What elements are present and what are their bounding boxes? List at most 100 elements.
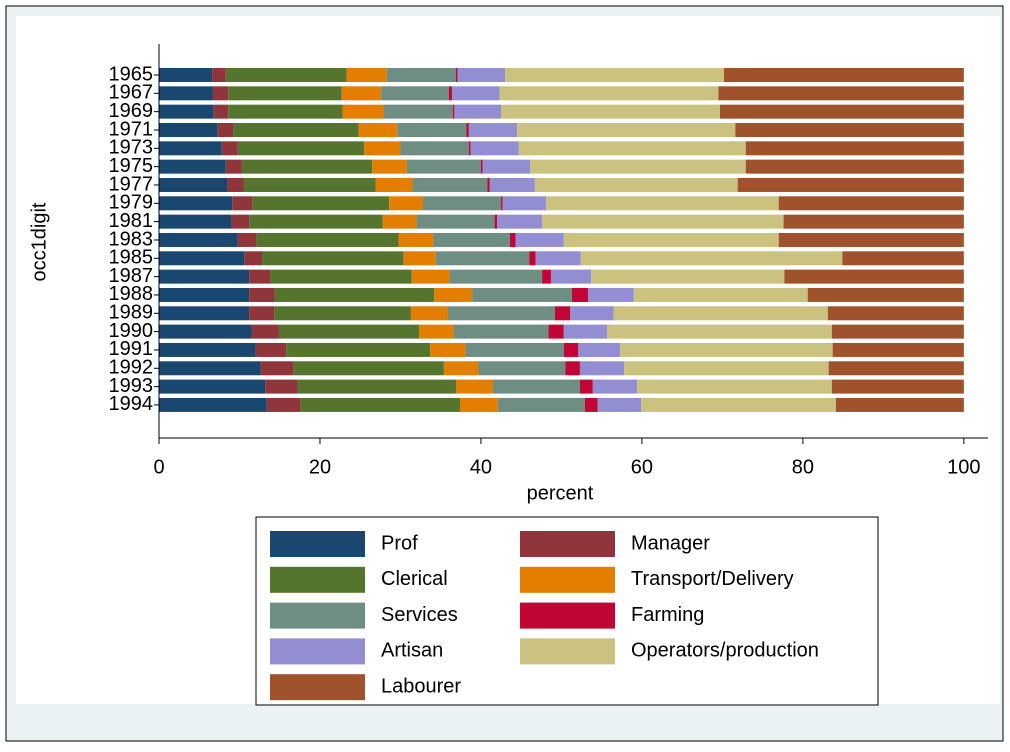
bar-segment bbox=[501, 196, 503, 211]
y-tick-label: 1979 bbox=[109, 192, 154, 214]
x-tick-label: 0 bbox=[153, 456, 164, 478]
bar-segment bbox=[831, 379, 964, 394]
bar-segment bbox=[293, 361, 444, 376]
bar-segment bbox=[529, 251, 536, 266]
legend-swatch bbox=[270, 638, 365, 665]
bar-segment bbox=[517, 122, 736, 137]
x-axis-label: percent bbox=[527, 482, 594, 504]
legend-label: Farming bbox=[631, 604, 704, 626]
bar-segment bbox=[468, 141, 471, 156]
y-tick-label: 1967 bbox=[109, 82, 154, 104]
bar-segment bbox=[565, 361, 580, 376]
bar-segment bbox=[735, 122, 964, 137]
bar-segment bbox=[784, 269, 964, 284]
bar-segment bbox=[228, 86, 342, 101]
bar-segment bbox=[460, 397, 498, 412]
bar-segment bbox=[228, 104, 343, 119]
bar-segment bbox=[232, 196, 253, 211]
bar-segment bbox=[159, 141, 222, 156]
bar-segment bbox=[624, 361, 829, 376]
legend-swatch bbox=[270, 674, 365, 701]
bar-segment bbox=[406, 159, 481, 174]
bar-segment bbox=[434, 287, 473, 302]
y-tick-label: 1991 bbox=[109, 338, 154, 360]
bar-segment bbox=[620, 342, 833, 357]
legend-swatch bbox=[520, 531, 615, 557]
bar-segment bbox=[745, 141, 964, 156]
bar-segment bbox=[433, 232, 510, 247]
bar-segment bbox=[607, 324, 832, 339]
y-tick-label: 1985 bbox=[109, 247, 154, 269]
bar-segment bbox=[470, 141, 519, 156]
legend-label: Manager bbox=[631, 532, 710, 554]
bar-segment bbox=[452, 104, 455, 119]
bar-segment bbox=[455, 68, 458, 82]
bar-segment bbox=[221, 141, 238, 156]
bar-segment bbox=[278, 324, 419, 339]
bar-segment bbox=[472, 287, 572, 302]
y-tick-label: 1971 bbox=[109, 118, 154, 140]
bar-segment bbox=[411, 269, 450, 284]
bar-segment bbox=[530, 159, 746, 174]
bar-segment bbox=[412, 177, 488, 192]
bar-segment bbox=[265, 379, 298, 394]
bar-segment bbox=[827, 306, 964, 321]
bar-segment bbox=[578, 342, 621, 357]
bar-segment bbox=[159, 342, 256, 357]
bar-segment bbox=[410, 306, 448, 321]
bar-segment bbox=[233, 122, 359, 137]
bar-segment bbox=[418, 324, 454, 339]
bar-segment bbox=[542, 214, 784, 229]
bar-segment bbox=[637, 379, 832, 394]
bar-segment bbox=[274, 287, 435, 302]
legend-label: Prof bbox=[381, 532, 418, 554]
bar-segment bbox=[613, 306, 828, 321]
bar-segment bbox=[159, 361, 261, 376]
bar-segment bbox=[448, 86, 452, 101]
legend-label: Services bbox=[381, 604, 458, 626]
bar-segment bbox=[159, 177, 228, 192]
x-tick-label: 20 bbox=[309, 456, 331, 478]
bar-segment bbox=[457, 68, 506, 82]
bar-segment bbox=[249, 287, 275, 302]
bar-segment bbox=[455, 379, 494, 394]
bar-segment bbox=[372, 159, 407, 174]
bar-segment bbox=[499, 86, 719, 101]
bar-segment bbox=[480, 159, 483, 174]
bar-segment bbox=[244, 251, 263, 266]
bar-segment bbox=[478, 361, 566, 376]
bar-segment bbox=[579, 379, 593, 394]
bar-segment bbox=[383, 104, 453, 119]
bar-segment bbox=[159, 269, 250, 284]
bar-segment bbox=[300, 397, 461, 412]
bar-segment bbox=[375, 177, 413, 192]
bar-segment bbox=[400, 141, 469, 156]
y-tick-label: 1977 bbox=[109, 173, 154, 195]
bar-segment bbox=[842, 251, 964, 266]
y-tick-label: 1983 bbox=[109, 228, 154, 250]
bar-segment bbox=[515, 232, 564, 247]
bar-segment bbox=[159, 379, 266, 394]
y-tick-label: 1992 bbox=[109, 357, 154, 379]
bar-segment bbox=[807, 287, 964, 302]
bar-segment bbox=[381, 86, 449, 101]
bar-segment bbox=[579, 361, 625, 376]
bar-segment bbox=[453, 324, 549, 339]
bar-segment bbox=[454, 104, 502, 119]
y-tick-label: 1973 bbox=[109, 137, 154, 159]
bar-segment bbox=[737, 177, 964, 192]
bar-segment bbox=[835, 397, 964, 412]
bar-segment bbox=[497, 214, 543, 229]
bar-segment bbox=[159, 306, 250, 321]
bar-segment bbox=[346, 68, 387, 82]
bar-segment bbox=[468, 122, 518, 137]
bar-segment bbox=[542, 269, 551, 284]
bar-segment bbox=[497, 397, 585, 412]
bar-segment bbox=[159, 214, 232, 229]
bar-segment bbox=[212, 86, 229, 101]
bar-segment bbox=[580, 251, 843, 266]
bar-segment bbox=[487, 177, 490, 192]
bar-segment bbox=[217, 122, 234, 137]
bar-segment bbox=[724, 68, 964, 82]
